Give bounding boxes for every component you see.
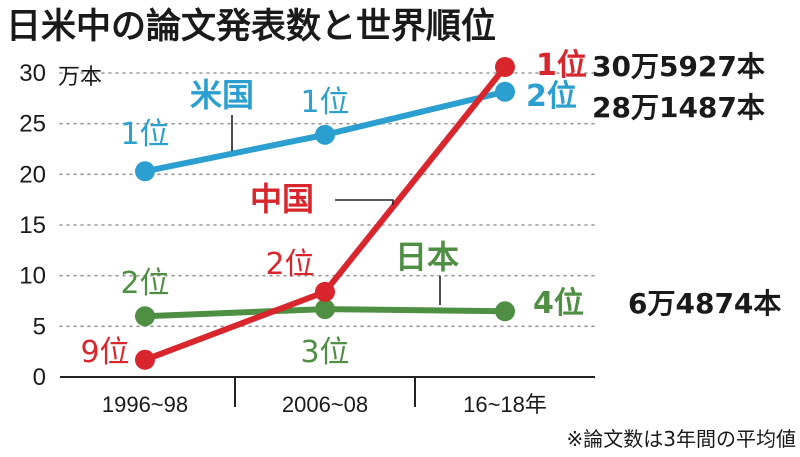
data-point (315, 299, 335, 320)
rank-label: 1位 (300, 85, 349, 120)
data-point (495, 81, 515, 102)
footnote: ※論文数は3年間の平均値 (567, 427, 796, 451)
y-tick-label: 0 (33, 364, 46, 391)
series-name-label: 中国 (250, 180, 314, 218)
series-name-label: 日本 (395, 238, 459, 276)
rank-label: 3位 (300, 335, 349, 370)
final-value-label: 6万4874本 (628, 287, 781, 320)
series (135, 56, 515, 370)
leader-line (335, 199, 394, 205)
series-name-label: 米国 (190, 76, 254, 114)
x-tick-label: 1996~98 (102, 392, 188, 417)
data-point (495, 56, 515, 77)
final-value-label: 28万1487本 (592, 91, 765, 124)
chart-title: 日米中の論文発表数と世界順位 (6, 6, 496, 47)
data-point (135, 349, 155, 370)
data-point (135, 306, 155, 327)
rank-label: 1位 (120, 117, 169, 152)
data-point (135, 161, 155, 182)
rank-label: 2位 (120, 266, 169, 301)
y-tick-label: 5 (33, 313, 46, 340)
y-tick-label: 30 (19, 60, 46, 87)
rank-label: 9位 (80, 335, 129, 370)
x-tick-labels: 1996~98 2006~08 16~18年 (102, 392, 547, 417)
y-tick-label: 25 (19, 111, 46, 138)
y-tick-label: 15 (19, 212, 46, 239)
data-point (315, 124, 335, 145)
x-tick-label: 16~18年 (463, 392, 547, 417)
data-point (495, 301, 515, 322)
rank-label: 4位 (533, 286, 584, 321)
y-tick-label: 20 (19, 161, 46, 188)
y-tick-label: 10 (19, 263, 46, 290)
y-tick-labels: 0 5 10 15 20 25 30 (19, 60, 46, 391)
rank-label: 2位 (265, 247, 314, 282)
grid (59, 72, 596, 328)
axes (60, 376, 595, 407)
rank-label: 2位 (526, 79, 577, 114)
x-tick-label: 2006~08 (282, 392, 368, 417)
final-value-label: 30万5927本 (592, 50, 765, 83)
rank-label: 1位 (536, 48, 587, 83)
y-axis-unit: 万本 (58, 65, 102, 90)
data-point (315, 281, 335, 302)
